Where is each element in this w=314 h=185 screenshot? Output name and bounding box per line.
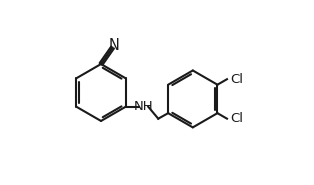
- Text: NH: NH: [134, 100, 154, 113]
- Text: Cl: Cl: [231, 73, 244, 86]
- Text: Cl: Cl: [231, 112, 244, 125]
- Text: N: N: [109, 38, 119, 53]
